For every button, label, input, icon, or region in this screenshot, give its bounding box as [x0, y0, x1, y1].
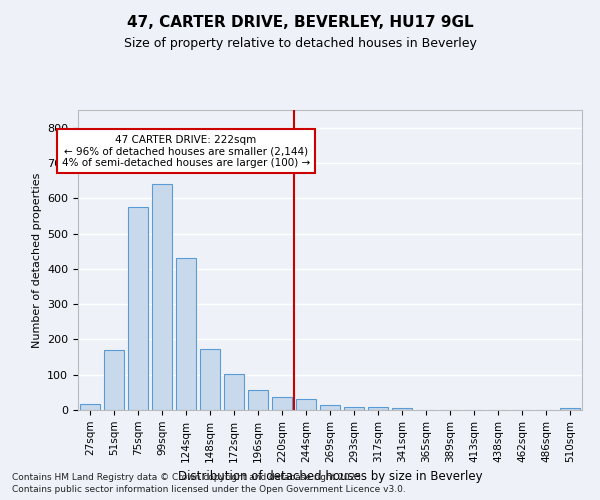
Bar: [128, 207, 148, 410]
X-axis label: Distribution of detached houses by size in Beverley: Distribution of detached houses by size …: [178, 470, 482, 483]
Text: Contains HM Land Registry data © Crown copyright and database right 2025.: Contains HM Land Registry data © Crown c…: [12, 472, 364, 482]
Bar: [80, 404, 100, 410]
Bar: [392, 408, 412, 410]
Bar: [272, 397, 292, 410]
Bar: [104, 350, 124, 410]
Bar: [152, 184, 172, 410]
Text: 47 CARTER DRIVE: 222sqm
← 96% of detached houses are smaller (2,144)
4% of semi-: 47 CARTER DRIVE: 222sqm ← 96% of detache…: [62, 134, 310, 168]
Text: Size of property relative to detached houses in Beverley: Size of property relative to detached ho…: [124, 38, 476, 51]
Bar: [368, 407, 388, 410]
Bar: [560, 408, 580, 410]
Bar: [224, 374, 244, 410]
Bar: [320, 406, 340, 410]
Bar: [200, 350, 220, 410]
Text: Contains public sector information licensed under the Open Government Licence v3: Contains public sector information licen…: [12, 485, 406, 494]
Bar: [176, 258, 196, 410]
Bar: [296, 400, 316, 410]
Y-axis label: Number of detached properties: Number of detached properties: [32, 172, 41, 348]
Text: 47, CARTER DRIVE, BEVERLEY, HU17 9GL: 47, CARTER DRIVE, BEVERLEY, HU17 9GL: [127, 15, 473, 30]
Bar: [344, 407, 364, 410]
Bar: [248, 390, 268, 410]
